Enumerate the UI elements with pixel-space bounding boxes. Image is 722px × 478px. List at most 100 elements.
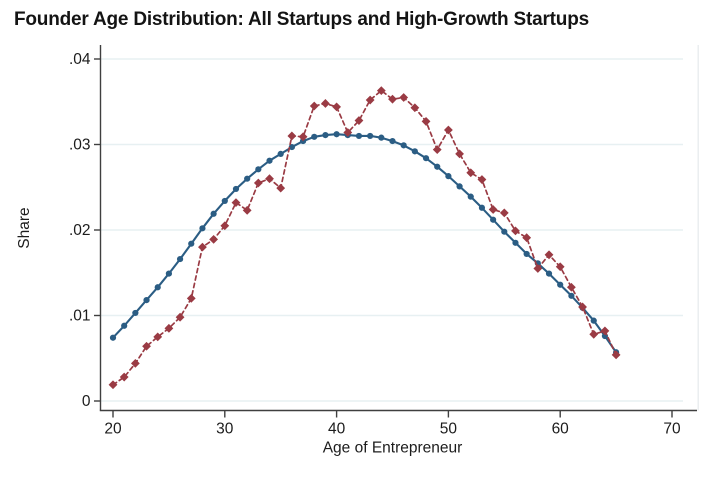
data-point-diamond xyxy=(611,350,621,360)
data-point-circle xyxy=(311,133,318,140)
data-point-circle xyxy=(143,297,150,304)
data-point-diamond xyxy=(421,117,431,126)
data-point-diamond xyxy=(276,183,286,193)
series-line-all-startups xyxy=(111,133,618,354)
plot-area: 0 .01 .02 .03 .04 20 30 40 50 60 70 Share Age of Ent… xyxy=(16,45,699,457)
series-line-high-growth-startups xyxy=(112,89,617,386)
data-point-diamond xyxy=(600,326,610,336)
data-point-diamond xyxy=(365,95,375,105)
data-point-diamond xyxy=(444,125,453,135)
data-point-circle xyxy=(434,163,441,170)
x-tick-label: 60 xyxy=(552,421,570,438)
data-point-circle xyxy=(132,309,139,317)
data-point-circle xyxy=(400,142,407,149)
data-point-diamond xyxy=(186,294,196,303)
y-tick-label: 0 xyxy=(82,393,91,410)
data-point-diamond xyxy=(153,332,163,342)
data-point-diamond xyxy=(499,208,509,218)
data-point-circle xyxy=(411,148,418,155)
data-point-circle xyxy=(545,270,553,277)
y-axis-title: Share xyxy=(16,207,33,248)
data-point-circle xyxy=(121,322,128,329)
data-point-diamond xyxy=(198,242,207,252)
data-point-circle xyxy=(176,255,184,263)
data-point-circle xyxy=(154,284,161,291)
data-point-circle xyxy=(109,334,117,341)
data-point-circle xyxy=(523,250,530,258)
data-point-diamond xyxy=(309,101,319,111)
data-point-diamond xyxy=(253,178,263,188)
data-point-diamond xyxy=(477,175,487,184)
data-point-diamond xyxy=(354,116,364,125)
data-point-circle xyxy=(478,204,486,211)
series-markers-all-startups xyxy=(109,131,620,356)
data-point-diamond xyxy=(164,323,174,333)
data-point-diamond xyxy=(555,262,565,272)
x-tick-label: 40 xyxy=(328,421,346,438)
data-point-circle xyxy=(165,270,172,277)
series-high-growth-startups xyxy=(108,86,621,390)
chart-title: Founder Age Distribution: All Startups a… xyxy=(14,9,589,30)
data-point-diamond xyxy=(455,149,464,159)
data-point-diamond xyxy=(175,312,185,322)
x-axis-title: Age of Entrepreneur xyxy=(323,440,463,457)
data-point-circle xyxy=(512,239,519,246)
data-point-circle xyxy=(355,132,363,140)
data-point-diamond xyxy=(410,103,420,113)
data-point-circle xyxy=(255,166,262,173)
data-point-diamond xyxy=(522,233,532,243)
data-point-circle xyxy=(333,131,340,138)
data-point-diamond xyxy=(376,86,386,96)
x-tick-label: 50 xyxy=(440,421,458,438)
data-point-diamond xyxy=(589,329,599,339)
data-point-circle xyxy=(378,134,385,141)
data-point-circle xyxy=(557,281,564,288)
data-point-circle xyxy=(199,225,206,232)
data-point-circle xyxy=(210,210,217,217)
data-point-circle xyxy=(467,193,474,200)
data-point-circle xyxy=(277,150,284,158)
data-point-circle xyxy=(590,317,597,324)
y-tick-label: .03 xyxy=(69,137,91,154)
data-point-circle xyxy=(456,183,463,190)
data-point-diamond xyxy=(466,168,476,178)
data-point-diamond xyxy=(130,358,140,368)
data-point-circle xyxy=(568,292,575,299)
y-tick-label: .04 xyxy=(69,51,91,68)
y-tick-label: .02 xyxy=(69,222,91,239)
data-point-circle xyxy=(445,173,452,180)
data-point-diamond xyxy=(566,282,576,292)
x-tick-label: 30 xyxy=(216,421,234,438)
data-point-circle xyxy=(490,216,497,223)
data-point-diamond xyxy=(388,94,397,104)
data-point-circle xyxy=(244,175,251,182)
data-point-circle xyxy=(188,240,195,247)
data-point-diamond xyxy=(544,250,554,260)
series-markers-high-growth-startups xyxy=(108,86,621,390)
data-point-diamond xyxy=(209,235,219,244)
axes: 0 .01 .02 .03 .04 20 30 40 50 60 70 xyxy=(69,45,697,438)
data-point-circle xyxy=(501,228,508,235)
series-all-startups xyxy=(109,131,620,356)
data-point-circle xyxy=(422,155,430,162)
data-point-diamond xyxy=(242,205,252,215)
data-point-diamond xyxy=(287,131,297,141)
data-point-circle xyxy=(288,143,295,151)
data-point-diamond xyxy=(578,302,587,312)
data-point-diamond xyxy=(231,198,241,208)
data-point-diamond xyxy=(119,372,129,382)
data-point-diamond xyxy=(533,264,543,273)
data-point-circle xyxy=(389,137,396,145)
data-point-circle xyxy=(322,131,329,139)
data-point-diamond xyxy=(321,99,330,108)
data-point-diamond xyxy=(343,128,353,137)
data-point-diamond xyxy=(511,226,520,236)
y-tick-label: .01 xyxy=(69,308,91,325)
gridlines xyxy=(101,58,683,402)
data-point-diamond xyxy=(265,174,274,184)
data-point-diamond xyxy=(432,145,442,155)
data-point-diamond xyxy=(298,132,308,142)
data-point-diamond xyxy=(399,93,409,102)
data-point-diamond xyxy=(220,221,230,231)
